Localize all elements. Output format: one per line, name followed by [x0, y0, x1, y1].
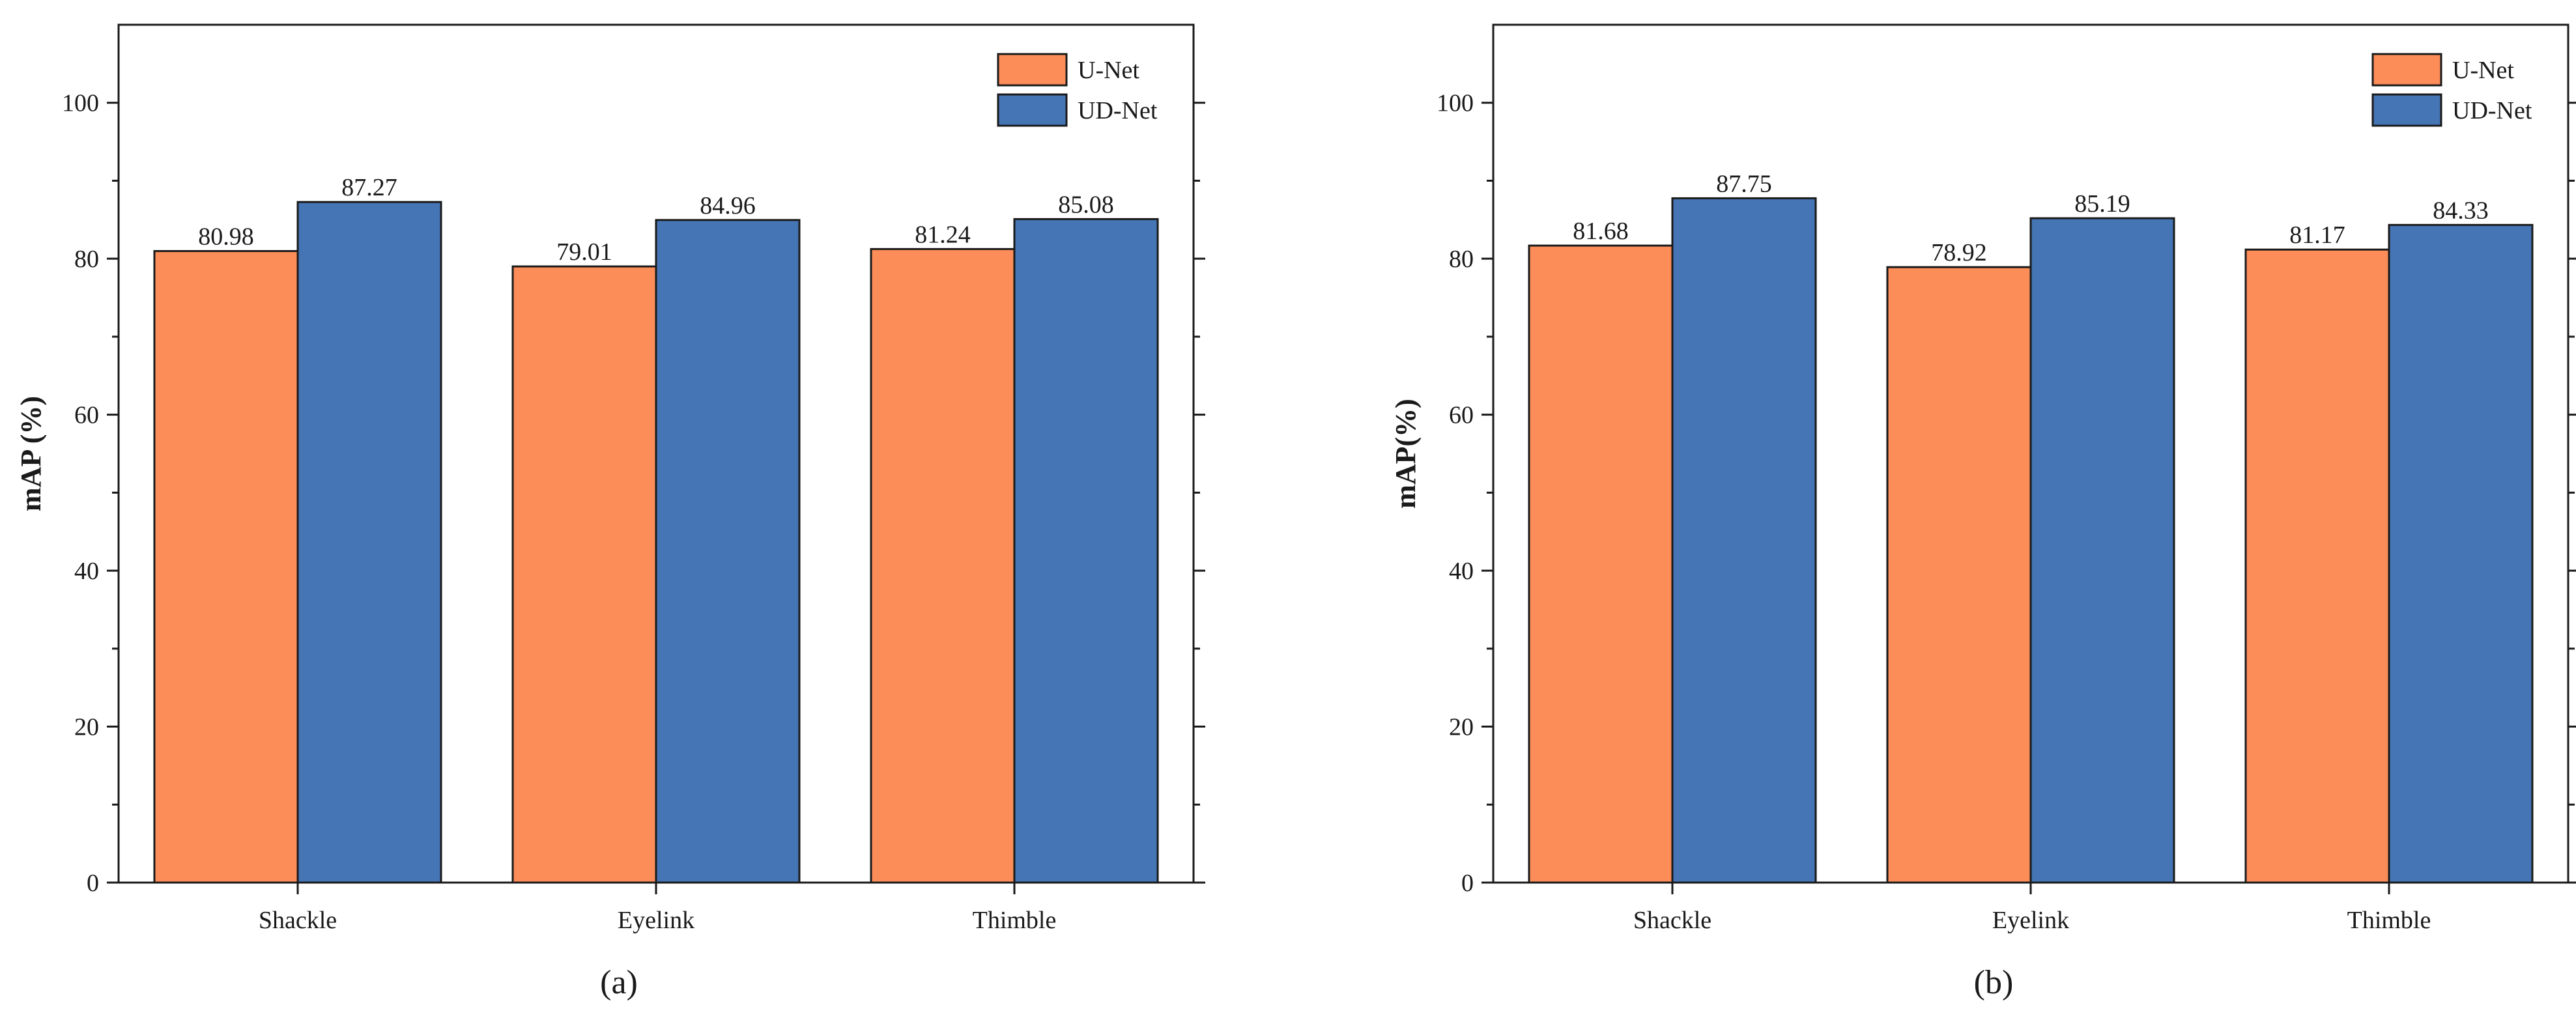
y-tick-label: 0 [1461, 870, 1474, 897]
y-tick-label: 60 [1449, 402, 1474, 429]
x-tick-label: Eyelink [618, 907, 694, 934]
y-axis-title: mAP(%) [1390, 399, 1422, 509]
data-label: 85.19 [2074, 190, 2130, 218]
y-tick-label: 100 [62, 90, 99, 117]
x-tick-label: Shackle [1633, 907, 1711, 934]
data-label: 78.92 [1931, 239, 1987, 266]
panel-caption: (a) [600, 964, 638, 1001]
data-label: 79.01 [556, 238, 612, 266]
x-tick-label: Shackle [259, 907, 337, 934]
data-label: 80.98 [198, 223, 254, 250]
bar-ud-net-eyelink [655, 219, 801, 884]
bar-u-net-eyelink [511, 265, 657, 884]
data-label: 85.08 [1058, 191, 1114, 218]
legend-label: U-Net [2452, 57, 2514, 84]
bar-u-net-thimble [2244, 248, 2390, 884]
legend-swatch-u-net [997, 53, 1068, 87]
y-tick-label: 20 [74, 714, 99, 741]
legend-label: UD-Net [2452, 97, 2532, 124]
bar-ud-net-shackle [1671, 197, 1817, 884]
bar-ud-net-thimble [1013, 218, 1159, 884]
data-label: 84.96 [700, 192, 756, 220]
data-label: 87.75 [1716, 170, 1772, 197]
bar-u-net-shackle [1528, 244, 1674, 884]
data-label: 81.17 [2289, 221, 2345, 249]
y-tick-label: 0 [87, 870, 99, 897]
legend-label: U-Net [1078, 57, 1139, 84]
chart-panel-2: 0 20 40 60 80 100 mAP(%) 81.68 87.75 Shackle 78.92… [1390, 23, 2576, 1001]
chart-panel-1: 0 20 40 60 80 100 mAP (%) 80.98 87.27 Shackle 79.0… [15, 23, 1205, 1001]
x-tick-label: Thimble [973, 907, 1057, 934]
y-tick-label: 80 [74, 246, 99, 273]
panel-caption: (b) [1974, 964, 2014, 1001]
bar-u-net-shackle [153, 249, 299, 884]
legend-swatch-ud-net [997, 93, 1068, 127]
plot-frame [117, 23, 1195, 884]
y-tick-label: 20 [1449, 714, 1474, 741]
y-tick-label: 100 [1437, 90, 1474, 117]
legend-swatch-u-net [2371, 53, 2442, 87]
y-axis-title: mAP (%) [15, 396, 47, 511]
x-tick-label: Thimble [2347, 907, 2431, 934]
y-tick-label: 80 [1449, 246, 1474, 273]
x-tick-label: Eyelink [1992, 907, 2069, 934]
bar-ud-net-shackle [296, 201, 442, 884]
y-tick-label: 40 [1449, 558, 1474, 585]
bar-u-net-eyelink [1886, 266, 2032, 884]
bar-u-net-thimble [870, 248, 1016, 884]
y-tick-label: 40 [74, 558, 99, 585]
data-label: 84.33 [2433, 197, 2489, 224]
legend-swatch-ud-net [2371, 93, 2442, 127]
bar-ud-net-eyelink [2029, 217, 2175, 884]
data-label: 81.24 [915, 221, 971, 248]
plot-frame [1492, 23, 2569, 884]
y-tick-label: 60 [74, 402, 99, 429]
data-label: 87.27 [341, 174, 397, 201]
data-label: 81.68 [1573, 218, 1629, 245]
legend-label: UD-Net [1078, 97, 1158, 124]
bar-ud-net-thimble [2388, 223, 2534, 884]
